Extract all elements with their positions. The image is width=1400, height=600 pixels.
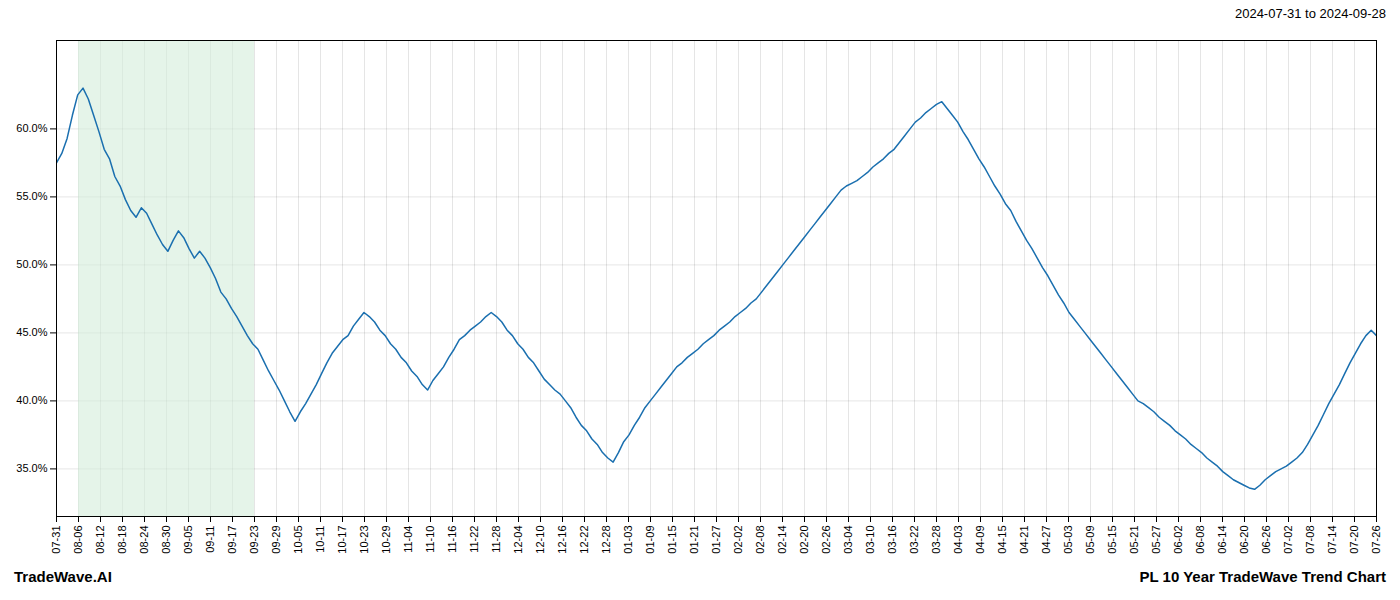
svg-text:04-21: 04-21 (1018, 526, 1030, 554)
svg-text:09-11: 09-11 (204, 526, 216, 553)
svg-text:10-23: 10-23 (358, 526, 370, 554)
svg-text:08-06: 08-06 (72, 526, 84, 554)
svg-text:05-27: 05-27 (1150, 526, 1162, 554)
svg-text:10-17: 10-17 (336, 526, 348, 554)
svg-text:02-02: 02-02 (732, 526, 744, 554)
svg-text:07-31: 07-31 (50, 526, 62, 554)
html-text:2024-07-31 to 2024-09-28: 2024-07-31 to 2024-09-28 (1234, 6, 1386, 21)
svg-text:08-24: 08-24 (138, 526, 150, 554)
svg-text:02-20: 02-20 (798, 526, 810, 554)
svg-text:03-16: 03-16 (886, 526, 898, 554)
svg-text:07-14: 07-14 (1326, 526, 1338, 554)
html-text:PL 10 Year TradeWave Trend Cha: PL 10 Year TradeWave Trend Chart (1139, 568, 1386, 585)
svg-text:07-26: 07-26 (1370, 526, 1382, 554)
svg-text:03-22: 03-22 (908, 526, 920, 554)
svg-text:11-10: 11-10 (424, 526, 436, 553)
svg-text:12-28: 12-28 (600, 526, 612, 554)
svg-text:04-09: 04-09 (974, 526, 986, 554)
svg-text:07-02: 07-02 (1282, 526, 1294, 554)
svg-text:11-28: 11-28 (490, 526, 502, 553)
svg-text:08-18: 08-18 (116, 526, 128, 554)
svg-text:60.0%: 60.0% (16, 122, 47, 134)
svg-text:11-22: 11-22 (468, 526, 480, 553)
svg-text:03-10: 03-10 (864, 526, 876, 554)
svg-text:09-23: 09-23 (248, 526, 260, 554)
svg-text:01-27: 01-27 (710, 526, 722, 554)
svg-text:55.0%: 55.0% (16, 190, 47, 202)
svg-text:08-12: 08-12 (94, 526, 106, 554)
svg-text:11-04: 11-04 (402, 526, 414, 553)
svg-text:35.0%: 35.0% (16, 462, 47, 474)
svg-text:08-30: 08-30 (160, 526, 172, 554)
svg-text:09-17: 09-17 (226, 526, 238, 554)
svg-text:02-14: 02-14 (776, 526, 788, 554)
svg-text:10-11: 10-11 (314, 526, 326, 553)
svg-text:01-21: 01-21 (688, 526, 700, 554)
svg-text:04-15: 04-15 (996, 526, 1008, 554)
svg-text:50.0%: 50.0% (16, 258, 47, 270)
svg-text:12-16: 12-16 (556, 526, 568, 554)
svg-text:05-09: 05-09 (1084, 526, 1096, 554)
svg-text:09-29: 09-29 (270, 526, 282, 554)
svg-text:04-27: 04-27 (1040, 526, 1052, 554)
svg-text:06-08: 06-08 (1194, 526, 1206, 554)
svg-text:02-26: 02-26 (820, 526, 832, 554)
svg-text:09-05: 09-05 (182, 526, 194, 554)
svg-text:06-20: 06-20 (1238, 526, 1250, 554)
svg-text:10-29: 10-29 (380, 526, 392, 554)
svg-text:03-28: 03-28 (930, 526, 942, 554)
svg-text:11-16: 11-16 (446, 526, 458, 553)
svg-text:02-08: 02-08 (754, 526, 766, 554)
svg-text:01-09: 01-09 (644, 526, 656, 554)
svg-text:05-03: 05-03 (1062, 526, 1074, 554)
svg-text:06-02: 06-02 (1172, 526, 1184, 554)
svg-text:10-05: 10-05 (292, 526, 304, 554)
svg-text:07-08: 07-08 (1304, 526, 1316, 554)
svg-text:07-20: 07-20 (1348, 526, 1360, 554)
html-text:TradeWave.AI: TradeWave.AI (14, 568, 112, 585)
svg-text:04-03: 04-03 (952, 526, 964, 554)
svg-text:12-04: 12-04 (512, 526, 524, 554)
svg-text:12-22: 12-22 (578, 526, 590, 554)
svg-text:12-10: 12-10 (534, 526, 546, 554)
svg-text:01-15: 01-15 (666, 526, 678, 554)
svg-text:06-26: 06-26 (1260, 526, 1272, 554)
svg-text:45.0%: 45.0% (16, 326, 47, 338)
svg-text:40.0%: 40.0% (16, 394, 47, 406)
svg-text:05-15: 05-15 (1106, 526, 1118, 554)
svg-text:05-21: 05-21 (1128, 526, 1140, 554)
svg-text:03-04: 03-04 (842, 526, 854, 554)
svg-text:06-14: 06-14 (1216, 526, 1228, 554)
svg-text:01-03: 01-03 (622, 526, 634, 554)
